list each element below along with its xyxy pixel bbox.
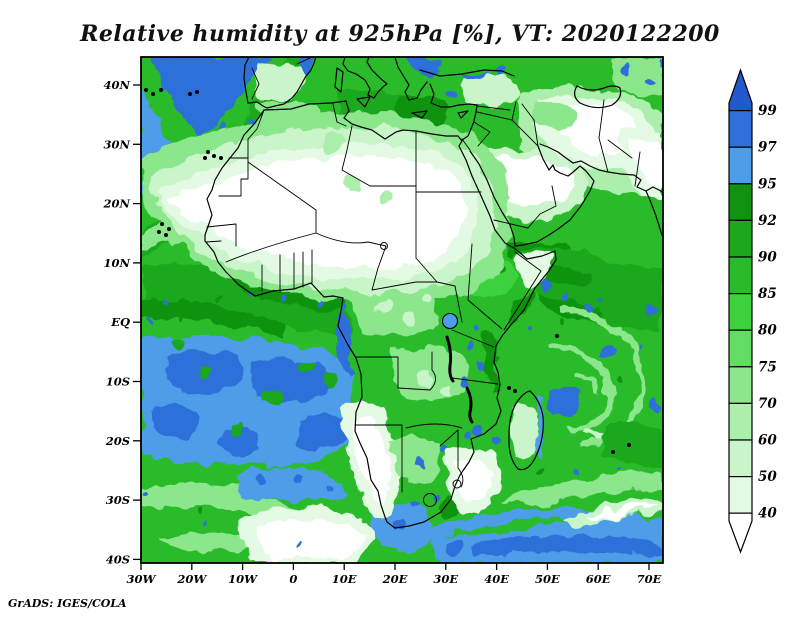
y-tick-label: 30S	[106, 493, 130, 507]
x-tick-label: 40E	[484, 572, 509, 586]
country-borders	[205, 57, 641, 507]
y-tick-label: 40S	[106, 552, 130, 566]
humidity-field	[141, 57, 663, 563]
colorbar-label: 50	[758, 469, 777, 485]
x-axis: 30W 20W 10W 0 10E 20E 30E 40E 50E 60E 70…	[127, 563, 662, 586]
colorbar-label: 75	[758, 359, 777, 375]
colorbar-label: 90	[758, 250, 777, 266]
x-tick-label: 0	[289, 572, 297, 586]
x-tick-label: 60E	[586, 572, 611, 586]
colorbar-label: 97	[758, 140, 777, 156]
colorbar-label: 99	[758, 103, 777, 119]
chart-title: Relative humidity at 925hPa [%], VT: 202…	[79, 21, 720, 47]
lakes	[380, 242, 474, 424]
x-tick-label: 20W	[176, 572, 207, 586]
colorbar-arrow-top	[728, 68, 753, 112]
colorbar-label: 92	[758, 213, 777, 229]
colorbar: 99 97 95 92 90 85 80 75 70 60 50 40	[728, 68, 777, 554]
map-frame	[140, 56, 664, 564]
y-tick-label: 20S	[105, 434, 130, 448]
colorbar-label: 60	[758, 433, 777, 449]
y-tick-label: 30N	[103, 137, 130, 151]
y-axis: 40N 30N 20N 10N EQ 10S 20S 30S 40S	[102, 78, 141, 566]
colorbar-arrow-bottom	[728, 512, 753, 554]
y-tick-label: 10N	[103, 256, 130, 270]
colorbar-label: 80	[758, 323, 777, 339]
x-tick-label: 20E	[382, 572, 408, 586]
x-tick-label: 30E	[433, 572, 458, 586]
y-tick-label: EQ	[110, 315, 130, 329]
x-tick-label: 30W	[127, 572, 157, 586]
x-tick-label: 50E	[535, 572, 560, 586]
island-dots	[144, 88, 631, 454]
grads-credit: GrADS: IGES/COLA	[8, 597, 127, 610]
colorbar-label: 95	[758, 176, 777, 192]
colorbar-label: 70	[758, 396, 777, 412]
y-tick-label: 10S	[106, 375, 130, 389]
colorbar-label: 40	[758, 506, 777, 522]
x-tick-label: 70E	[637, 572, 662, 586]
y-tick-label: 20N	[102, 197, 130, 211]
y-tick-label: 40N	[103, 78, 130, 92]
x-tick-label: 10W	[228, 572, 258, 586]
colorbar-label: 85	[758, 286, 777, 302]
x-tick-label: 10E	[332, 572, 357, 586]
